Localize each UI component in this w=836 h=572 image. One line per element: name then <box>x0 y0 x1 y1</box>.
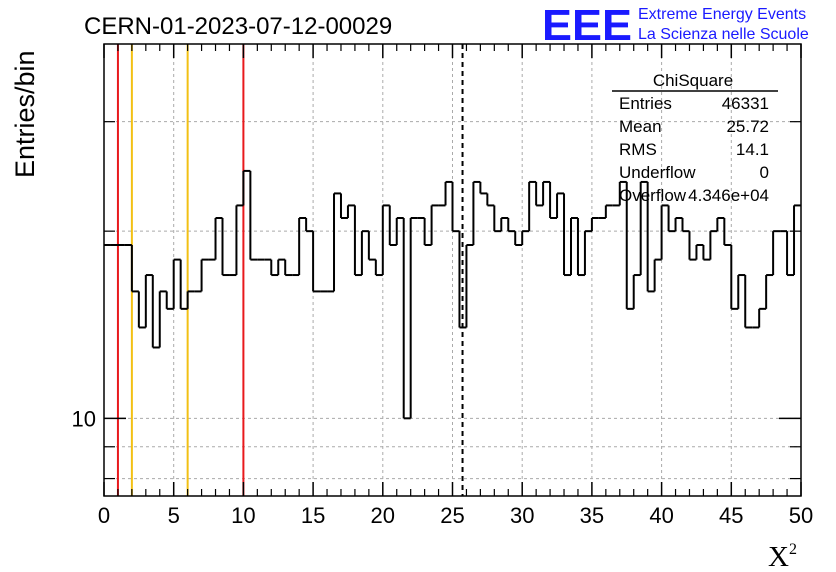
grid <box>104 44 801 496</box>
x-tick-label: 0 <box>98 503 110 528</box>
stats-label: Mean <box>619 117 662 136</box>
axis-ticks: 0 5 10 15 20 25 30 35 40 45 50 10 <box>72 44 813 528</box>
stats-value: 46331 <box>722 94 769 113</box>
histogram-bars <box>104 169 801 420</box>
logo-mark: EEE <box>542 1 632 50</box>
stats-label: Entries <box>619 94 672 113</box>
y-tick-label: 10 <box>72 406 96 431</box>
marker-lines <box>116 44 464 496</box>
x-tick-label: 15 <box>301 503 325 528</box>
x-tick-label: 45 <box>719 503 743 528</box>
stats-value: 0 <box>760 163 769 182</box>
x-tick-label: 5 <box>168 503 180 528</box>
stats-label: RMS <box>619 140 657 159</box>
chart-title: CERN-01-2023-07-12-00029 <box>84 13 392 40</box>
x-axis-label: X2 <box>768 541 797 572</box>
eee-logo: EEE Extreme Energy Events La Scienza nel… <box>542 1 809 50</box>
x-tick-label: 35 <box>580 503 604 528</box>
x-tick-label: 10 <box>231 503 255 528</box>
stats-value: 4.346e+04 <box>688 186 769 205</box>
stats-label: Overflow <box>619 186 687 205</box>
stats-label: Underflow <box>619 163 696 182</box>
x-tick-label: 40 <box>649 503 673 528</box>
logo-line1: Extreme Energy Events <box>638 6 806 23</box>
x-tick-label: 20 <box>371 503 395 528</box>
stats-title: ChiSquare <box>653 71 733 90</box>
x-tick-label: 30 <box>510 503 534 528</box>
x-tick-label: 50 <box>789 503 813 528</box>
stats-value: 25.72 <box>726 117 769 136</box>
x-tick-label: 25 <box>440 503 464 528</box>
stats-box: ChiSquare Entries 46331 Mean 25.72 RMS 14.1 Un… <box>612 71 778 205</box>
stats-value: 14.1 <box>736 140 769 159</box>
y-axis-label: Entries/bin <box>10 50 40 178</box>
logo-line2: La Scienza nelle Scuole <box>638 26 809 43</box>
